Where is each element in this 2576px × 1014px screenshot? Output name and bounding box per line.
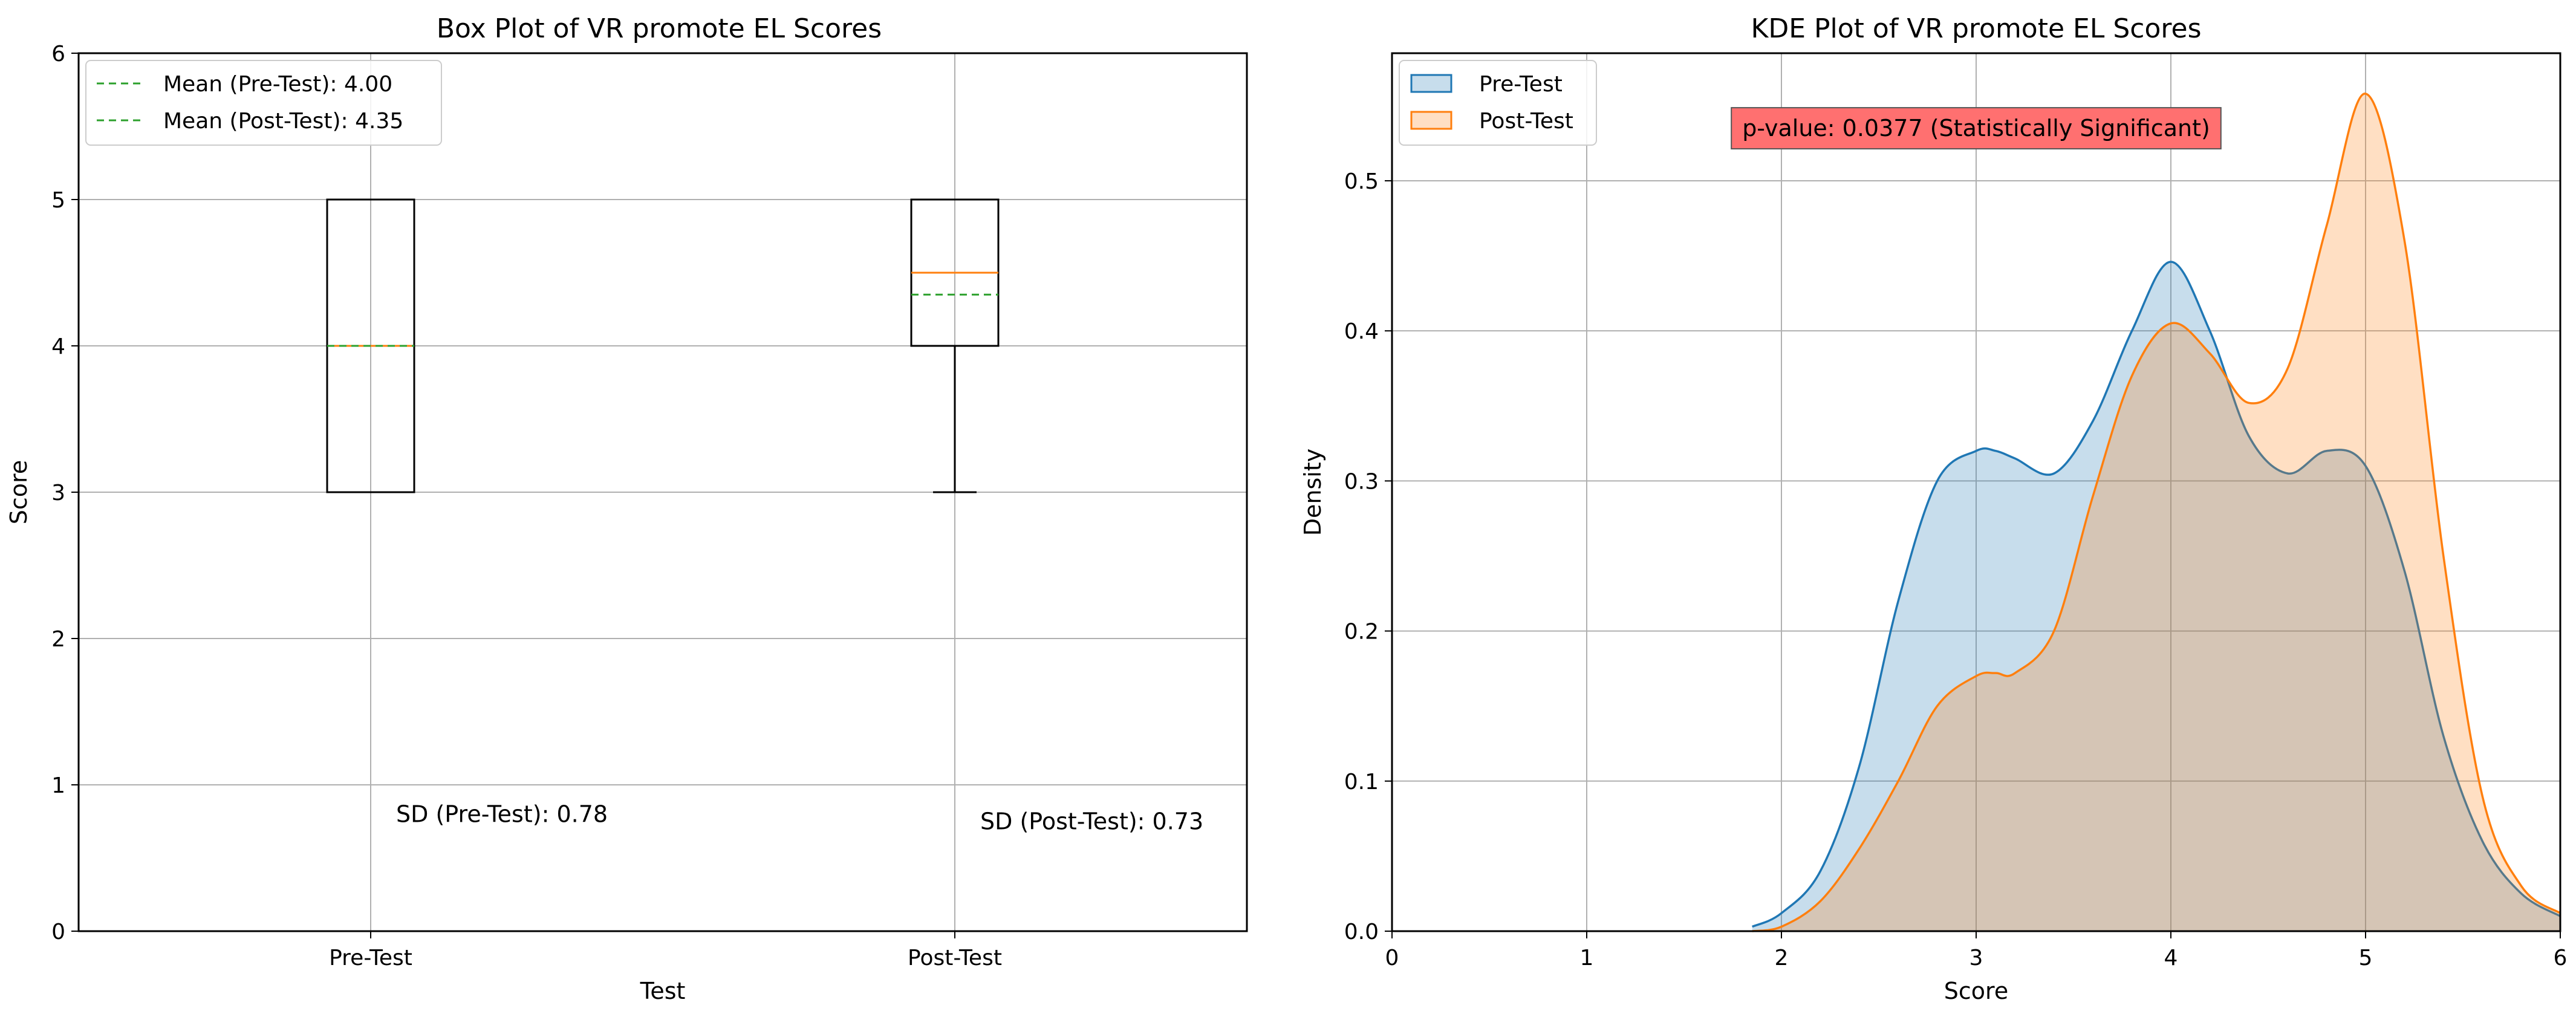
y-tick-label: 0.5 [1344,169,1379,194]
x-tick-label: 0 [1385,946,1399,970]
kde-line-post-test [1752,93,2561,932]
y-tick-label: 2 [51,627,65,652]
sd-annotation-pre: SD (Pre-Test): 0.78 [396,801,608,827]
kde-area-post-test [1752,93,2560,931]
kde-plot-panel: KDE Plot of VR promote EL Scores 0.00.10… [1299,13,2567,1004]
y-tick-label: 4 [51,334,65,359]
legend-pre-swatch [1410,74,1452,93]
kde-line-pre-test [1751,261,2561,928]
box-plot-y-label: Score [5,460,32,524]
y-tick-label: 0.1 [1344,770,1379,795]
legend-pre-label: Pre-Test [1479,72,1563,97]
y-tick-label: 0 [51,920,65,944]
kde-plot-legend: Pre-Test Post-Test [1399,60,1597,146]
y-tick-label: 6 [51,42,65,67]
kde-plot-x-label: Score [1944,978,2008,1004]
y-tick-label: 0.2 [1344,620,1379,645]
x-tick-label: 4 [2164,946,2178,970]
kde-plot-y-label: Density [1299,449,1326,536]
box-plot-y-ticks: 0 1 2 3 4 5 6 [51,42,79,944]
y-tick-label: 1 [51,773,65,798]
legend-post-label: Post-Test [1479,109,1573,134]
box-plot-x-label: Test [640,978,686,1004]
kde-plot-title: KDE Plot of VR promote EL Scores [1751,13,2201,44]
kde-plot-y-ticks: 0.0 0.1 0.2 0.3 0.4 0.5 [1344,169,1392,944]
box-post-test [910,198,1000,493]
y-tick-label: 0.4 [1344,319,1379,344]
x-tick-label: Post-Test [908,946,1002,970]
kde-plot-x-ticks: 0 1 2 3 4 5 6 [1385,931,2568,970]
legend-mean-pre-label: Mean (Pre-Test): 4.00 [163,72,392,97]
x-tick-label: 1 [1580,946,1594,970]
box-plot-panel: Box Plot of VR promote EL Scores 0 1 2 3 4 5 6… [5,13,1248,1004]
box-plot-legend-frame [85,60,442,146]
legend-mean-post-label: Mean (Post-Test): 4.35 [163,109,403,134]
x-tick-label: Pre-Test [329,946,412,970]
box-plot-legend: Mean (Pre-Test): 4.00 Mean (Post-Test): … [85,60,442,146]
kde-plot-legend-frame [1399,60,1597,146]
y-tick-label: 3 [51,481,65,505]
p-value-text: p-value: 0.0377 (Statistically Significa… [1742,115,2210,141]
box-plot-boxes [326,198,1000,493]
x-tick-label: 2 [1775,946,1789,970]
x-tick-label: 6 [2554,946,2568,970]
box-pre-test [326,198,415,493]
box-plot-x-ticks: Pre-Test Post-Test [329,931,1002,970]
kde-plot-areas [1751,93,2561,932]
sd-annotation-post: SD (Post-Test): 0.73 [980,808,1203,835]
y-tick-label: 0.3 [1344,469,1379,494]
box-plot-title: Box Plot of VR promote EL Scores [437,13,882,44]
y-tick-label: 5 [51,188,65,213]
p-value-box [1731,107,2222,150]
x-tick-label: 3 [1969,946,1983,970]
legend-post-swatch [1410,111,1452,130]
x-tick-label: 5 [2359,946,2373,970]
p-value-annotation: p-value: 0.0377 (Statistically Significa… [1731,107,2222,150]
kde-area-pre-test [1752,262,2560,931]
y-tick-label: 0.0 [1344,920,1379,944]
